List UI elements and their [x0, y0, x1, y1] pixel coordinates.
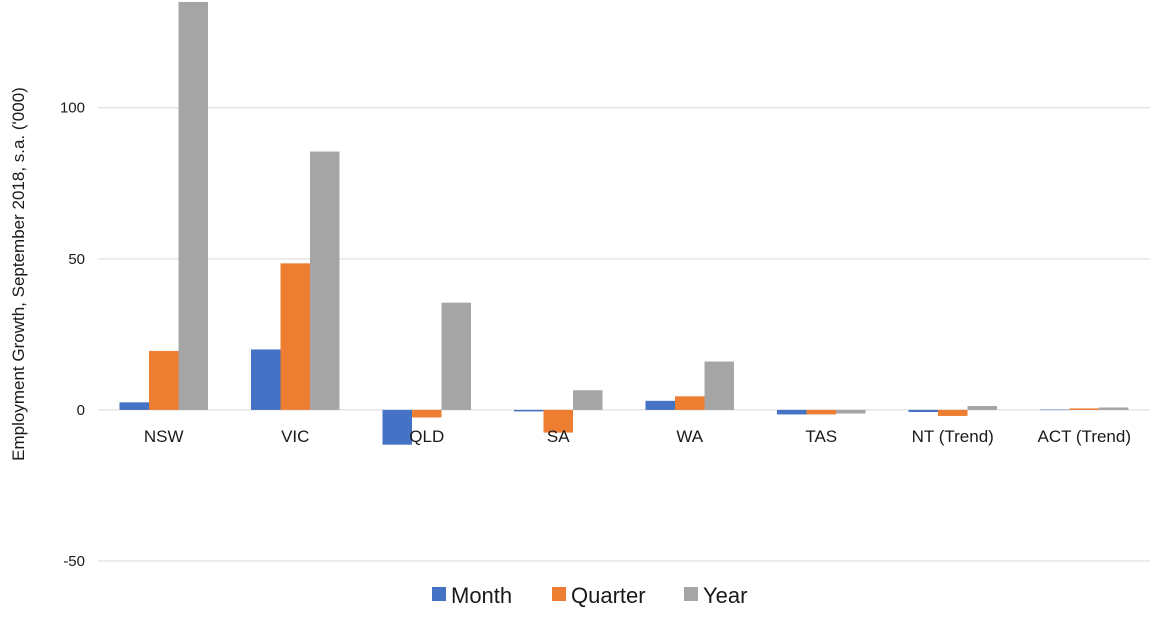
x-tick-label: ACT (Trend) [1037, 427, 1131, 446]
x-tick-label: VIC [281, 427, 309, 446]
bar-month-act-trend [1040, 409, 1070, 411]
bar-year-act-trend [1099, 407, 1129, 410]
bars [119, 1, 1129, 445]
bar-quarter-act-trend [1069, 408, 1099, 410]
legend-swatch-quarter [552, 587, 566, 601]
legend-label-quarter: Quarter [571, 583, 646, 608]
bar-month-tas [777, 409, 807, 415]
y-axis-label: Employment Growth, September 2018, s.a. … [9, 87, 28, 461]
bar-quarter-vic [280, 263, 310, 410]
bar-year-tas [836, 409, 866, 414]
x-tick-label: SA [547, 427, 570, 446]
x-tick-label: QLD [409, 427, 444, 446]
bar-year-wa [704, 361, 734, 410]
x-tick-label: TAS [805, 427, 837, 446]
gridlines [98, 107, 1150, 562]
bar-month-qld [382, 409, 412, 445]
legend-swatch-year [684, 587, 698, 601]
bar-quarter-tas [806, 409, 836, 415]
bar-quarter-nt-trend [938, 409, 968, 416]
legend-label-year: Year [703, 583, 747, 608]
y-tick-label: 0 [77, 402, 85, 419]
bar-quarter-sa [543, 409, 573, 433]
bar-quarter-nsw [149, 350, 179, 410]
x-tick-label: NSW [144, 427, 184, 446]
bar-year-nsw [178, 1, 208, 410]
legend-label-month: Month [451, 583, 512, 608]
x-tick-label: WA [676, 427, 703, 446]
legend-swatch-month [432, 587, 446, 601]
y-tick-label: 100 [60, 100, 85, 117]
axes: -50 0 50 100 NSW VIC QLD SA WA TAS NT (Trend) ACT (… [60, 100, 1131, 570]
x-tick-label: NT (Trend) [912, 427, 994, 446]
bar-month-nsw [119, 402, 149, 410]
bar-month-nt-trend [908, 409, 938, 413]
bar-year-nt-trend [967, 405, 997, 410]
y-tick-label: -50 [63, 553, 85, 570]
bar-quarter-qld [412, 409, 442, 418]
bar-year-qld [441, 302, 471, 410]
bar-month-sa [514, 409, 544, 412]
bar-quarter-wa [675, 396, 705, 410]
bar-year-sa [573, 390, 603, 410]
bar-year-vic [310, 151, 340, 410]
bar-month-wa [645, 400, 675, 410]
y-tick-label: 50 [68, 251, 85, 268]
legend: Month Quarter Year [432, 583, 747, 608]
bar-month-vic [251, 349, 281, 410]
